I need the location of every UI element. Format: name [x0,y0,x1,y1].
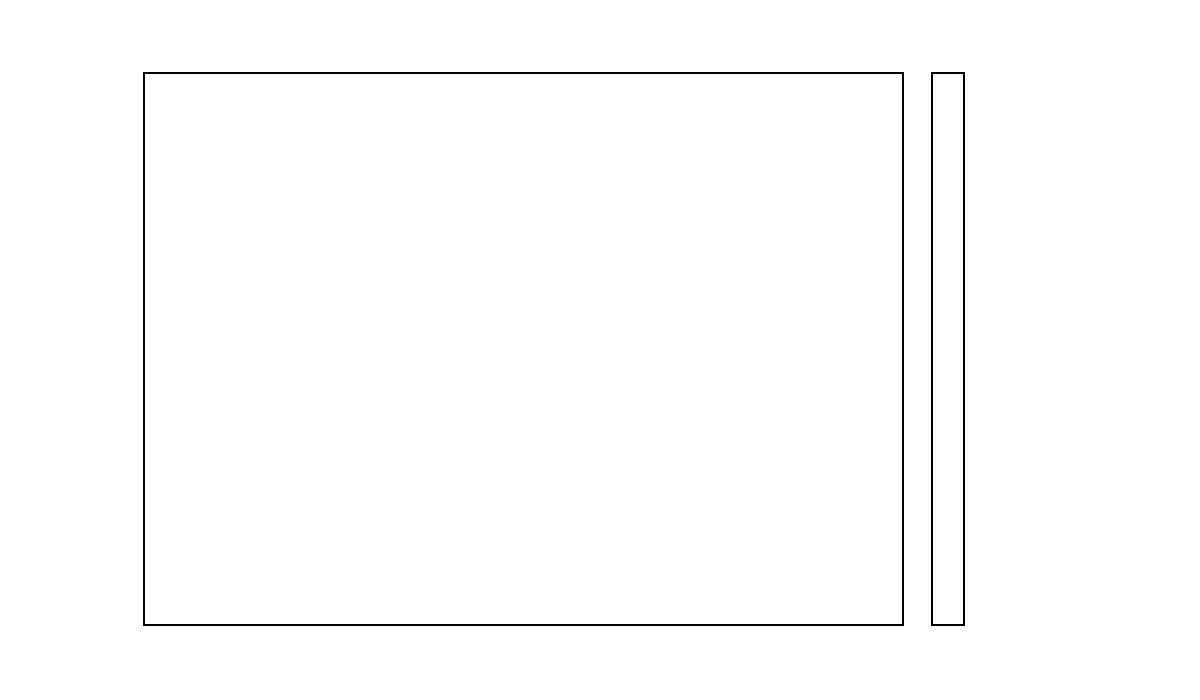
plot-frame [143,72,904,626]
heatmap-canvas [145,74,902,624]
colorbar-frame [931,72,965,626]
colorbar-canvas [933,74,963,624]
